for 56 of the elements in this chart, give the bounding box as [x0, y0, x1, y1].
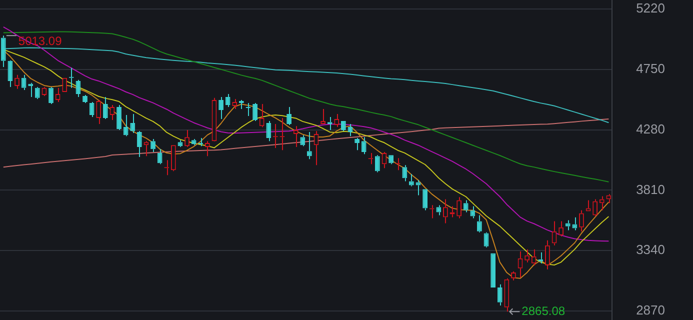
candlestick — [497, 284, 502, 306]
candlestick — [388, 155, 394, 165]
candlestick — [218, 96, 224, 120]
candlestick — [354, 138, 360, 151]
candlestick — [361, 136, 366, 155]
candlestick — [266, 120, 272, 142]
candlestick — [402, 164, 408, 182]
y-tick-label: 3810 — [636, 182, 665, 197]
y-tick-label: 2870 — [636, 302, 665, 318]
candlestick — [89, 102, 94, 118]
candlestick — [144, 140, 149, 157]
candlestick — [198, 138, 204, 147]
candlestick — [157, 148, 162, 165]
candlestick — [300, 134, 306, 147]
annotation: 2865.08 — [522, 304, 566, 318]
candlestick — [116, 104, 122, 131]
candlestick — [606, 194, 612, 204]
y-tick-label: 3340 — [636, 242, 665, 258]
candlestick — [592, 198, 598, 217]
candlestick — [463, 200, 468, 213]
candlestick — [286, 106, 292, 126]
candlestick — [0, 35, 6, 68]
candlestick — [102, 96, 108, 120]
candlestick — [586, 200, 591, 212]
candlestick — [170, 145, 176, 172]
candlestick — [191, 138, 196, 146]
candlestick — [184, 130, 190, 148]
y-tick-label: 4750 — [636, 60, 665, 76]
candlestick — [436, 204, 442, 216]
candlestick — [375, 154, 380, 173]
candlestick — [599, 196, 604, 211]
candlestick — [252, 102, 258, 122]
candlestick — [422, 189, 428, 211]
candlestick — [340, 121, 346, 132]
candlestick — [238, 99, 244, 110]
candlestick — [409, 174, 414, 187]
candlestick — [579, 210, 584, 232]
candlestick — [443, 198, 448, 224]
candlestick — [123, 114, 128, 137]
candlestick — [477, 214, 482, 233]
candlestick — [136, 130, 142, 158]
candlestick — [96, 99, 102, 125]
candlestick — [545, 240, 550, 270]
candlestick — [416, 180, 421, 196]
candlestick — [306, 131, 312, 160]
y-tick-label: 4280 — [636, 121, 665, 136]
candlestick — [246, 102, 251, 117]
candlestick — [565, 220, 570, 231]
candlestick — [225, 93, 230, 108]
candlestick — [504, 278, 510, 312]
candlestick — [21, 74, 26, 90]
candlestick — [48, 86, 54, 104]
candlestick — [456, 196, 462, 219]
candlestick — [293, 126, 298, 148]
y-tick-label: 5220 — [636, 0, 665, 16]
candlestick — [34, 86, 40, 100]
